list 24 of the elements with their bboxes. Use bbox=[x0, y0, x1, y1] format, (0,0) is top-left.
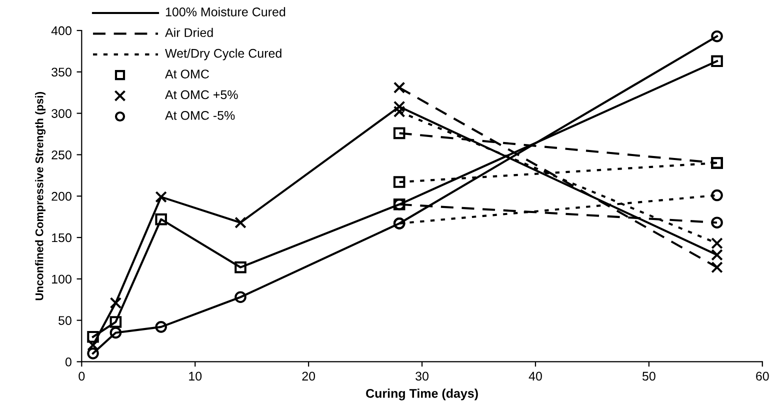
y-tick-label: 400 bbox=[51, 26, 72, 36]
y-tick-label: 250 bbox=[52, 150, 72, 160]
annotation: Wet/Dry Cycle Cured bbox=[165, 48, 282, 60]
annotation: Air Dried bbox=[165, 28, 213, 38]
x-tick-label: 0 bbox=[78, 372, 85, 381]
x-tick-label: 30 bbox=[416, 372, 428, 381]
y-axis-title: Unconfined Compressive Strength (psi) bbox=[35, 92, 46, 300]
x-tick-label: 60 bbox=[756, 372, 769, 381]
y-tick-label: 50 bbox=[58, 316, 72, 325]
annotation: At OMC +5% bbox=[165, 90, 238, 100]
text: 100% Moisture Cured bbox=[166, 7, 286, 16]
y-tick-label: 300 bbox=[52, 109, 72, 118]
y-tick-label: 0 bbox=[65, 358, 72, 366]
x-tick-label: 20 bbox=[302, 372, 316, 381]
y-tick-label: 100 bbox=[52, 274, 72, 284]
y-tick-label: 350 bbox=[52, 68, 72, 77]
y-tick-label: 200 bbox=[52, 192, 72, 201]
x-axis-title: Curing Time (days) bbox=[366, 388, 478, 400]
annotation: At OMC -5% bbox=[165, 111, 235, 120]
y-tick-label: 150 bbox=[52, 233, 72, 242]
x-tick-label: 10 bbox=[189, 372, 202, 381]
annotation: At OMC bbox=[165, 70, 209, 78]
x-tick-label: 50 bbox=[642, 372, 656, 381]
x-tick-label: 40 bbox=[528, 372, 542, 381]
